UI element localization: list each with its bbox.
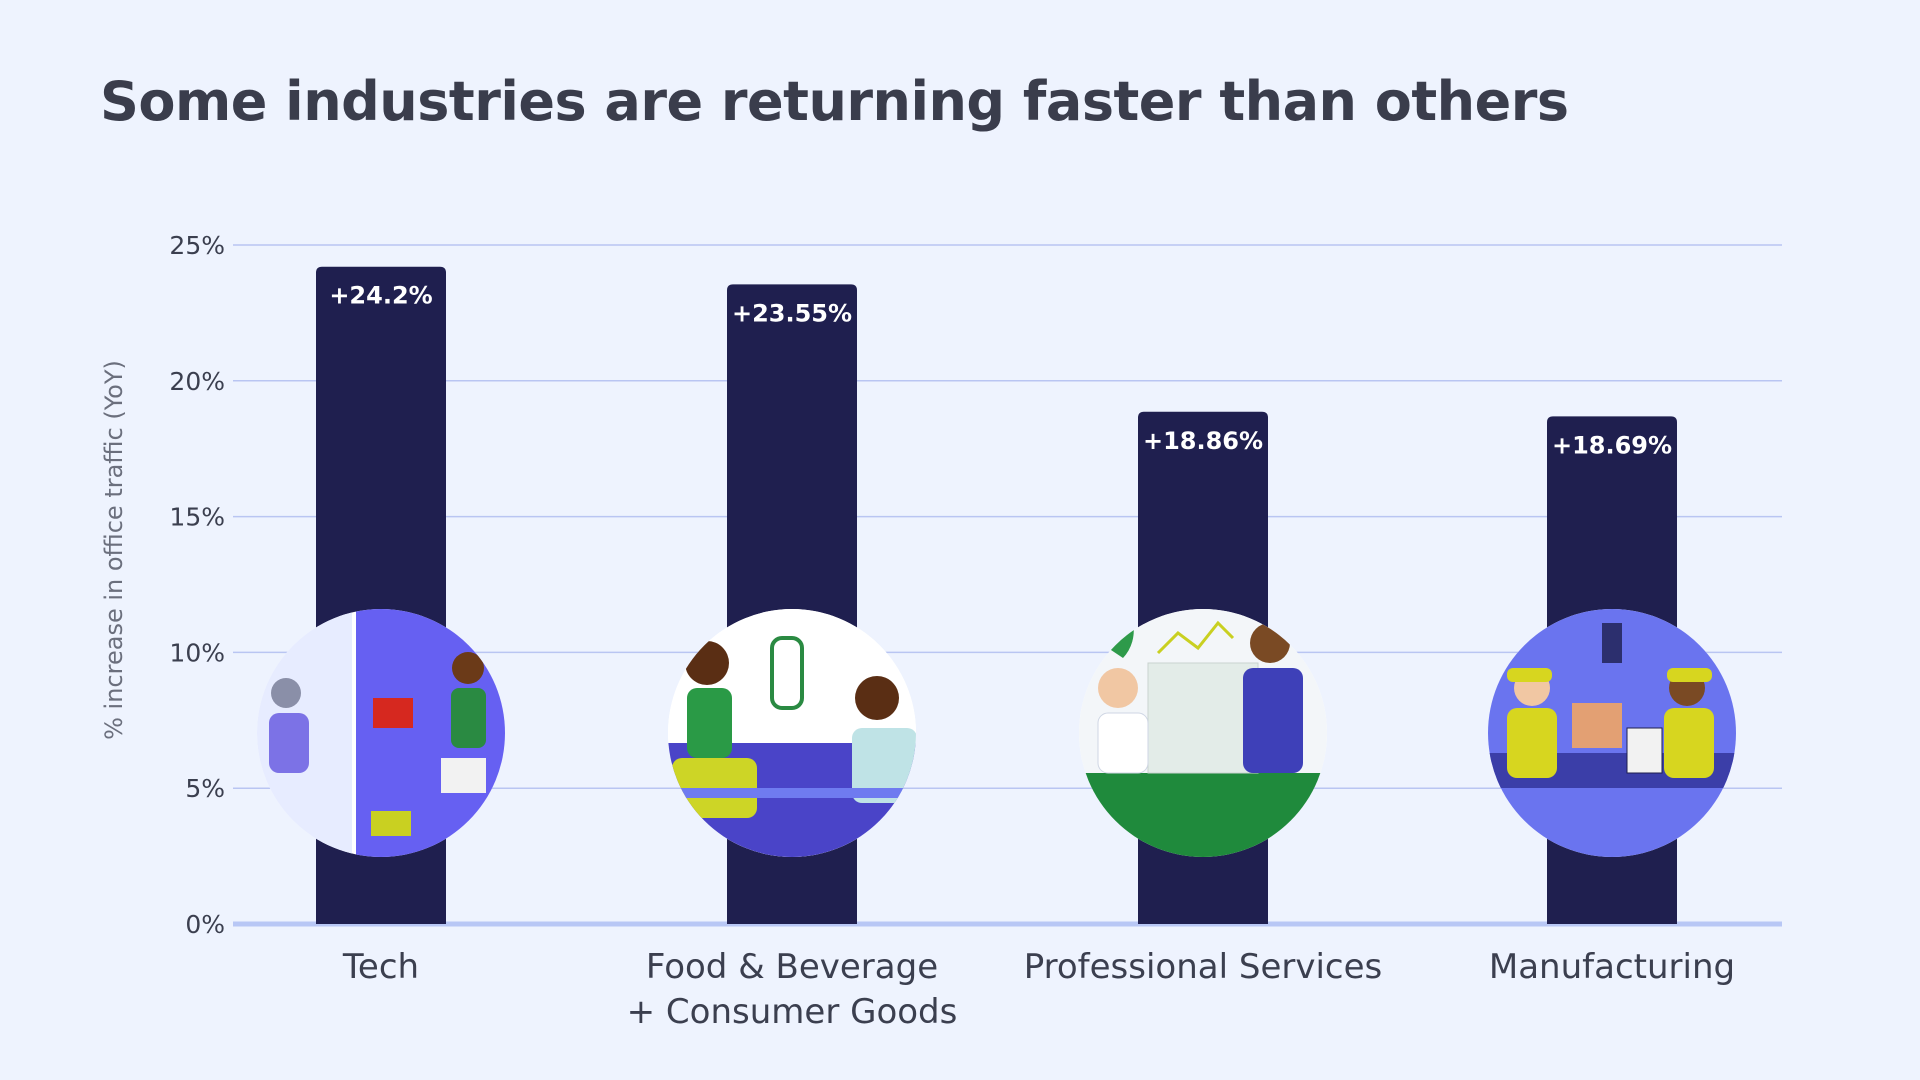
x-tick-label: Professional Services [1024, 947, 1383, 987]
manufacturing-illustration [1488, 609, 1736, 857]
professional-services-illustration [1079, 609, 1327, 857]
value-labels: +24.2% +23.55% +18.86% +18.69% [329, 282, 1672, 460]
value-label: +18.69% [1552, 431, 1672, 459]
chart-title: Some industries are returning faster tha… [100, 70, 1569, 133]
food-beverage-illustration [668, 609, 916, 857]
y-tick-label: 10% [169, 638, 225, 667]
y-tick-label: 20% [169, 367, 225, 396]
y-tick-label: 25% [169, 231, 225, 260]
y-axis-ticks: 0% 5% 10% 15% 20% 25% [169, 231, 225, 939]
value-label: +18.86% [1143, 427, 1263, 455]
x-tick-label: Tech [342, 947, 419, 987]
x-tick-label: Manufacturing [1489, 947, 1735, 987]
y-tick-label: 0% [185, 910, 225, 939]
tech-office-illustration [257, 609, 505, 857]
x-axis-ticks: Tech Food & Beverage + Consumer Goods Profe… [342, 947, 1735, 1032]
value-label: +23.55% [732, 299, 852, 327]
illustrations [257, 609, 1736, 857]
x-tick-label: Food & Beverage + Consumer Goods [627, 947, 958, 1032]
value-label: +24.2% [329, 282, 432, 310]
y-tick-label: 5% [185, 774, 225, 803]
bars [316, 266, 1677, 925]
y-axis-label: % increase in office traffic (YoY) [100, 360, 128, 740]
y-tick-label: 15% [169, 503, 225, 532]
